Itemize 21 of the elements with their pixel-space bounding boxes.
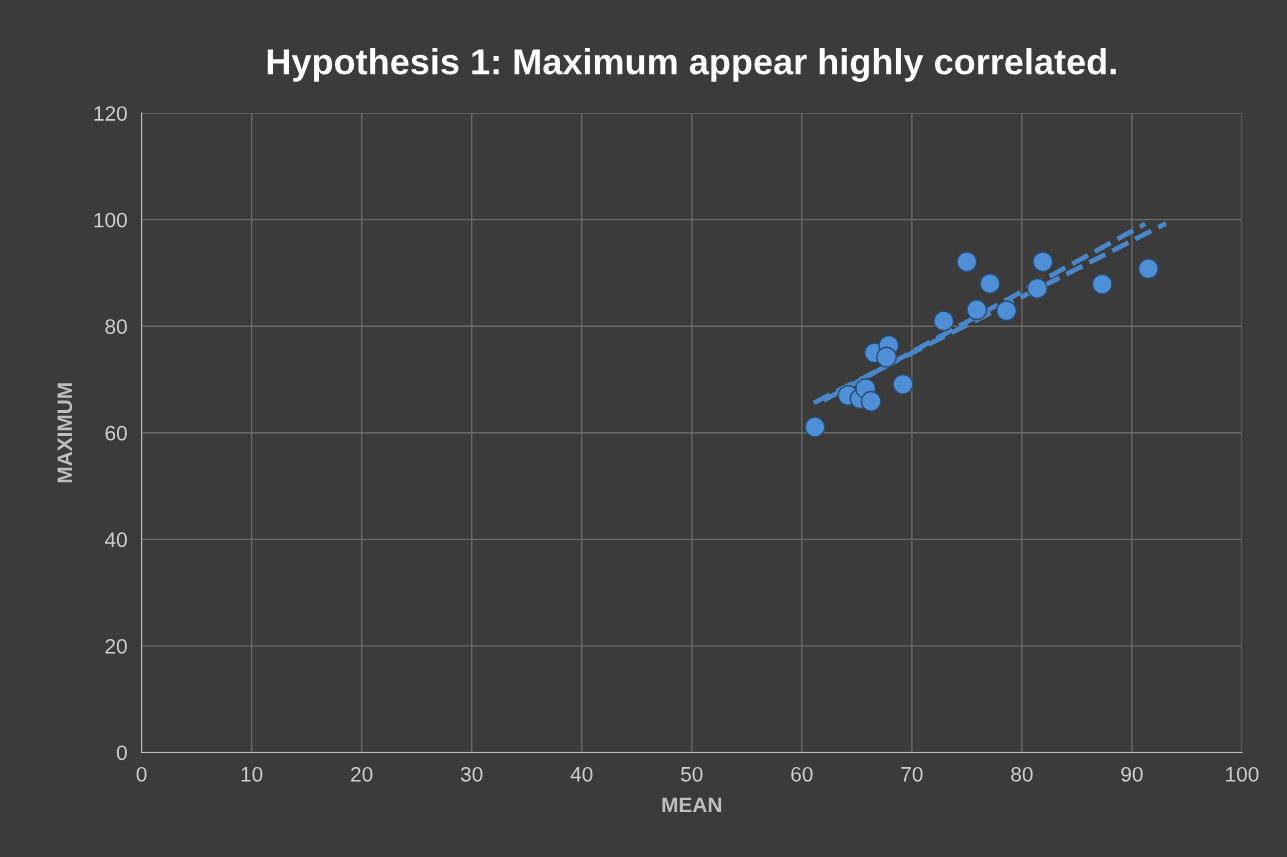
y-tick-label: 60 — [105, 425, 127, 441]
y-tick-label: 0 — [116, 745, 127, 761]
y-tick-label: 80 — [105, 319, 127, 334]
x-axis-title: MEAN — [662, 797, 722, 812]
y-tick-label: 120 — [94, 106, 127, 121]
x-tick-label: 100 — [1226, 766, 1259, 782]
y-tick-label: 20 — [105, 638, 127, 654]
x-tick-label: 40 — [570, 766, 593, 782]
x-tick-label: 30 — [460, 766, 483, 782]
x-tick-label: 0 — [136, 766, 147, 782]
x-tick-label: 20 — [351, 766, 373, 782]
x-tick-label: 60 — [791, 766, 813, 782]
y-tick-label: 40 — [104, 532, 127, 548]
x-tick-label: 70 — [901, 766, 923, 782]
y-tick-label: 100 — [94, 212, 127, 228]
x-tick-label: 90 — [1121, 766, 1143, 782]
y-axis-title: MAXIMUM — [57, 383, 73, 483]
chart-title: Hypothesis 1: Maximum appear highly correlated. — [267, 48, 1116, 82]
x-tick-label: 10 — [241, 766, 263, 782]
x-tick-label: 50 — [681, 766, 703, 782]
x-tick-label: 80 — [1011, 766, 1033, 782]
